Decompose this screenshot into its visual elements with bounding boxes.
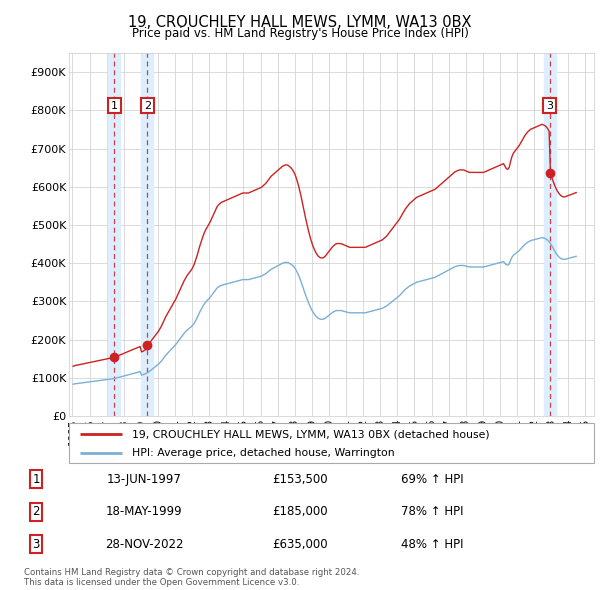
Text: 78% ↑ HPI: 78% ↑ HPI (401, 505, 463, 519)
Text: £635,000: £635,000 (272, 537, 328, 551)
Bar (544, 53, 556, 416)
Text: 2: 2 (144, 101, 151, 111)
Text: 19, CROUCHLEY HALL MEWS, LYMM, WA13 0BX (detached house): 19, CROUCHLEY HALL MEWS, LYMM, WA13 0BX … (132, 430, 490, 440)
Text: 3: 3 (546, 101, 553, 111)
Text: 3: 3 (32, 537, 40, 551)
Text: 18-MAY-1999: 18-MAY-1999 (106, 505, 182, 519)
Text: 2: 2 (32, 505, 40, 519)
Text: 48% ↑ HPI: 48% ↑ HPI (401, 537, 463, 551)
Text: 69% ↑ HPI: 69% ↑ HPI (401, 473, 463, 486)
Text: HPI: Average price, detached house, Warrington: HPI: Average price, detached house, Warr… (132, 448, 395, 458)
Text: 28-NOV-2022: 28-NOV-2022 (105, 537, 183, 551)
Text: Price paid vs. HM Land Registry's House Price Index (HPI): Price paid vs. HM Land Registry's House … (131, 27, 469, 40)
Text: £185,000: £185,000 (272, 505, 328, 519)
Text: Contains HM Land Registry data © Crown copyright and database right 2024.: Contains HM Land Registry data © Crown c… (24, 568, 359, 576)
Text: 13-JUN-1997: 13-JUN-1997 (107, 473, 181, 486)
Text: 1: 1 (111, 101, 118, 111)
Text: This data is licensed under the Open Government Licence v3.0.: This data is licensed under the Open Gov… (24, 578, 299, 587)
Text: 1: 1 (32, 473, 40, 486)
FancyBboxPatch shape (69, 423, 594, 463)
Bar (109, 53, 121, 416)
Text: £153,500: £153,500 (272, 473, 328, 486)
Text: 19, CROUCHLEY HALL MEWS, LYMM, WA13 0BX: 19, CROUCHLEY HALL MEWS, LYMM, WA13 0BX (128, 15, 472, 30)
Bar (142, 53, 154, 416)
